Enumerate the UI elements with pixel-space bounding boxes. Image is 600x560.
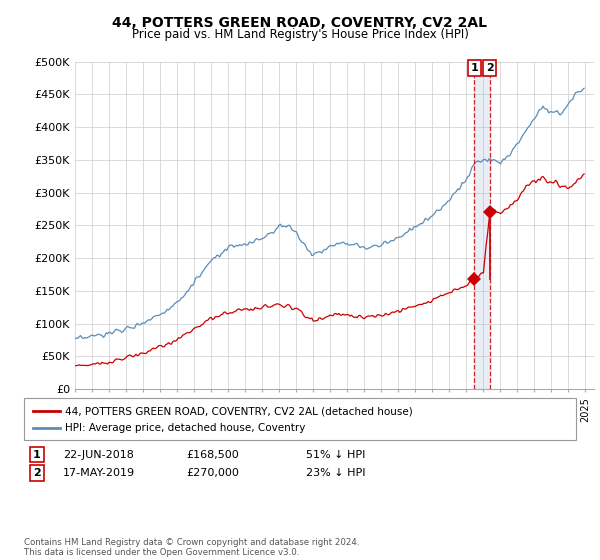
Text: 22-JUN-2018: 22-JUN-2018 [63, 450, 134, 460]
Text: 1: 1 [470, 63, 478, 73]
Text: 44, POTTERS GREEN ROAD, COVENTRY, CV2 2AL (detached house): 44, POTTERS GREEN ROAD, COVENTRY, CV2 2A… [65, 406, 413, 416]
Text: 23% ↓ HPI: 23% ↓ HPI [306, 468, 365, 478]
Text: 17-MAY-2019: 17-MAY-2019 [63, 468, 135, 478]
Text: HPI: Average price, detached house, Coventry: HPI: Average price, detached house, Cove… [65, 423, 305, 433]
Text: 2: 2 [486, 63, 494, 73]
Text: 1: 1 [33, 450, 41, 460]
Bar [475, 62, 490, 389]
Text: Contains HM Land Registry data © Crown copyright and database right 2024.
This d: Contains HM Land Registry data © Crown c… [24, 538, 359, 557]
Text: 2: 2 [33, 468, 41, 478]
Text: 44, POTTERS GREEN ROAD, COVENTRY, CV2 2AL: 44, POTTERS GREEN ROAD, COVENTRY, CV2 2A… [113, 16, 487, 30]
Text: £270,000: £270,000 [186, 468, 239, 478]
Text: 51% ↓ HPI: 51% ↓ HPI [306, 450, 365, 460]
Text: Price paid vs. HM Land Registry's House Price Index (HPI): Price paid vs. HM Land Registry's House … [131, 28, 469, 41]
Text: £168,500: £168,500 [186, 450, 239, 460]
